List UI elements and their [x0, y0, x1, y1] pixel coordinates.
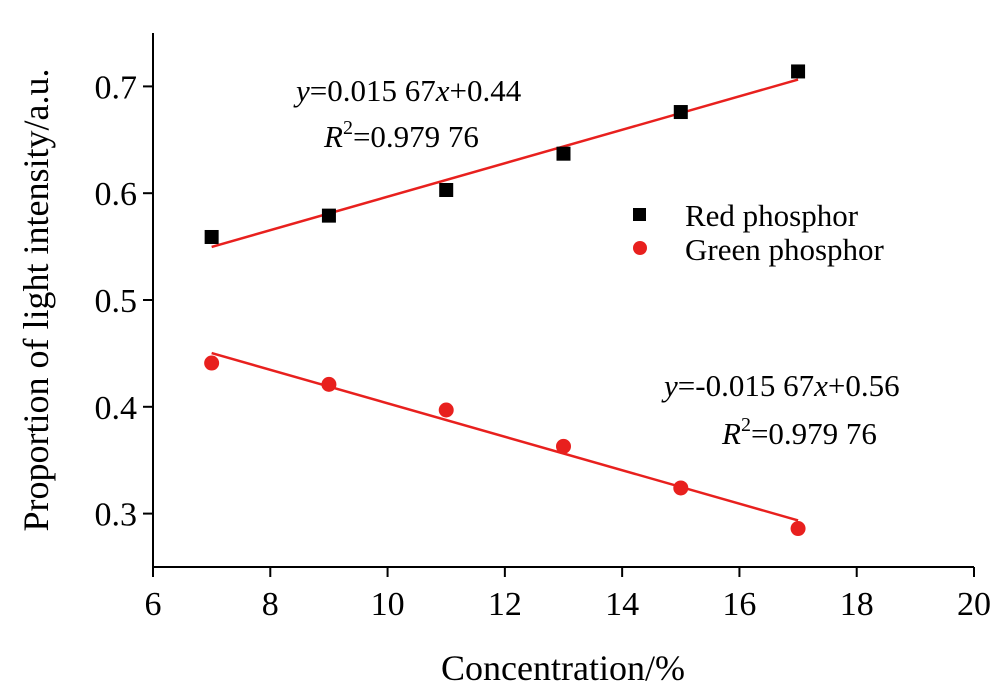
- green-fit-line: [211, 351, 799, 522]
- red-phosphor-point: [791, 64, 806, 79]
- green-eq-x: x: [813, 368, 828, 403]
- green-phosphor-point: [321, 376, 337, 392]
- x-axis-title: Concentration/%: [441, 648, 685, 688]
- legend-label-green: Green phosphor: [685, 232, 885, 267]
- red-eq-y: y: [293, 73, 310, 108]
- x-axis-ticks: 6 8 10 12 14 16 18 20: [145, 567, 991, 623]
- x-tick-label: 6: [145, 586, 162, 623]
- x-tick-label: 16: [722, 586, 756, 623]
- red-r2-r: R: [323, 119, 343, 154]
- y-axis-ticks: 0.3 0.4 0.5 0.6 0.7: [95, 69, 153, 534]
- red-phosphor-point: [673, 105, 688, 120]
- x-tick-label: 20: [957, 586, 991, 623]
- x-tick-label: 12: [488, 586, 522, 623]
- x-tick-label: 10: [371, 586, 405, 623]
- green-r2-body: =0.979 76: [751, 416, 877, 451]
- red-eq-x: x: [435, 73, 450, 108]
- y-tick-label: 0.5: [95, 283, 138, 320]
- fit-lines: [211, 78, 799, 522]
- x-tick-label: 18: [840, 586, 874, 623]
- red-phosphor-point: [556, 146, 571, 161]
- y-tick-label: 0.7: [95, 69, 138, 106]
- red-fit-equation: y=0.015 67x+0.44: [293, 73, 522, 108]
- legend-circle-marker: [633, 241, 647, 255]
- x-tick-label: 14: [605, 586, 639, 623]
- green-r2-r: R: [721, 416, 741, 451]
- red-fit-r2: R2=0.979 76: [323, 117, 479, 154]
- green-eq-y: y: [661, 368, 678, 403]
- green-phosphor-point: [438, 402, 454, 418]
- red-r2-body: =0.979 76: [353, 119, 479, 154]
- green-fit-r2: R2=0.979 76: [721, 414, 877, 451]
- legend-label-red: Red phosphor: [685, 198, 859, 233]
- red-fit-line: [211, 78, 799, 249]
- green-phosphor-point: [204, 355, 220, 371]
- green-phosphor-point: [673, 480, 689, 496]
- green-fit-equation: y=-0.015 67x+0.56: [661, 368, 900, 403]
- legend: Red phosphor Green phosphor: [633, 198, 885, 267]
- red-eq-tail: +0.44: [450, 73, 522, 108]
- red-r2-sup: 2: [343, 117, 353, 139]
- red-eq-body: =0.015 67: [310, 73, 436, 108]
- green-phosphor-point: [790, 521, 806, 537]
- green-r2-sup: 2: [741, 414, 751, 436]
- y-axis-title: Proportion of light intensity/a.u.: [16, 69, 56, 532]
- y-tick-label: 0.3: [95, 497, 138, 534]
- data-markers: [204, 64, 806, 537]
- red-phosphor-point: [439, 182, 454, 197]
- green-phosphor-point: [556, 438, 571, 454]
- green-eq-body: =-0.015 67: [678, 368, 814, 403]
- red-phosphor-point: [321, 208, 336, 223]
- x-tick-label: 8: [262, 586, 279, 623]
- red-phosphor-point: [204, 229, 219, 244]
- y-tick-label: 0.4: [95, 390, 138, 427]
- green-eq-tail: +0.56: [828, 368, 900, 403]
- y-tick-label: 0.6: [95, 176, 138, 213]
- legend-square-marker: [633, 208, 646, 221]
